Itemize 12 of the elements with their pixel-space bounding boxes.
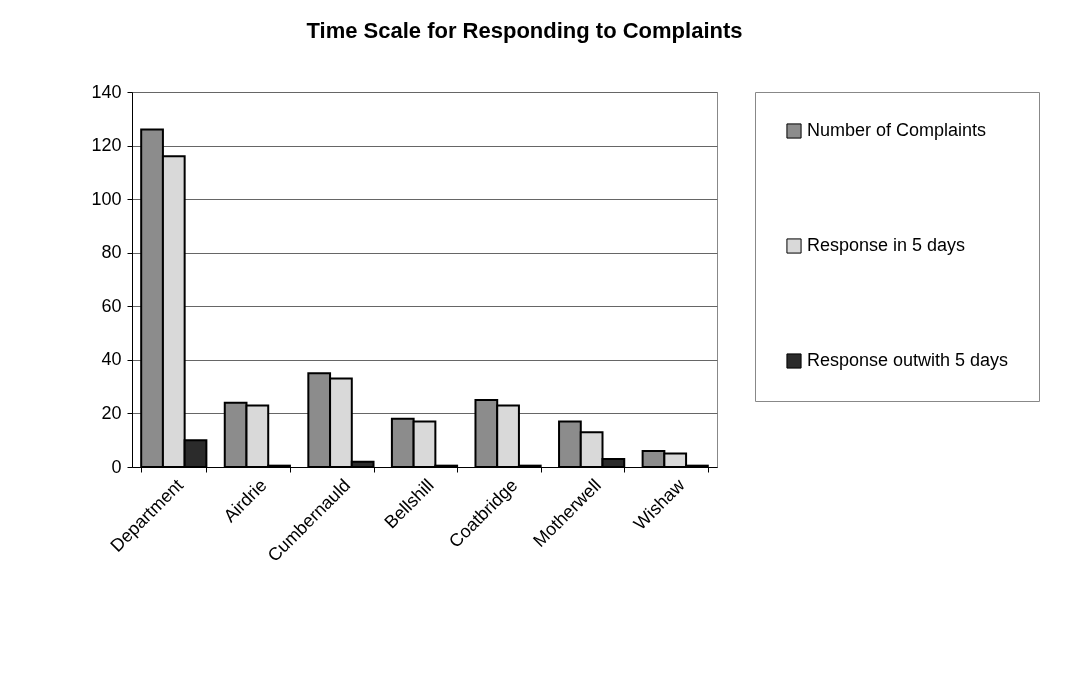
y-tick-label: 100 <box>91 188 122 209</box>
y-tick-label: 0 <box>111 456 122 477</box>
y-tick-label: 40 <box>101 349 122 370</box>
legend-label: Response in 5 days <box>807 235 966 255</box>
y-tick-label: 60 <box>101 295 122 316</box>
legend-label: Response outwith 5 days <box>807 350 1009 370</box>
chart-title: Time Scale for Responding to Complaints <box>306 18 743 43</box>
y-tick-label: 80 <box>101 242 122 263</box>
y-tick-label: 120 <box>91 135 122 156</box>
y-tick-label: 140 <box>91 81 122 102</box>
legend-label: Number of Complaints <box>807 120 987 140</box>
y-tick-label: 20 <box>101 402 122 423</box>
